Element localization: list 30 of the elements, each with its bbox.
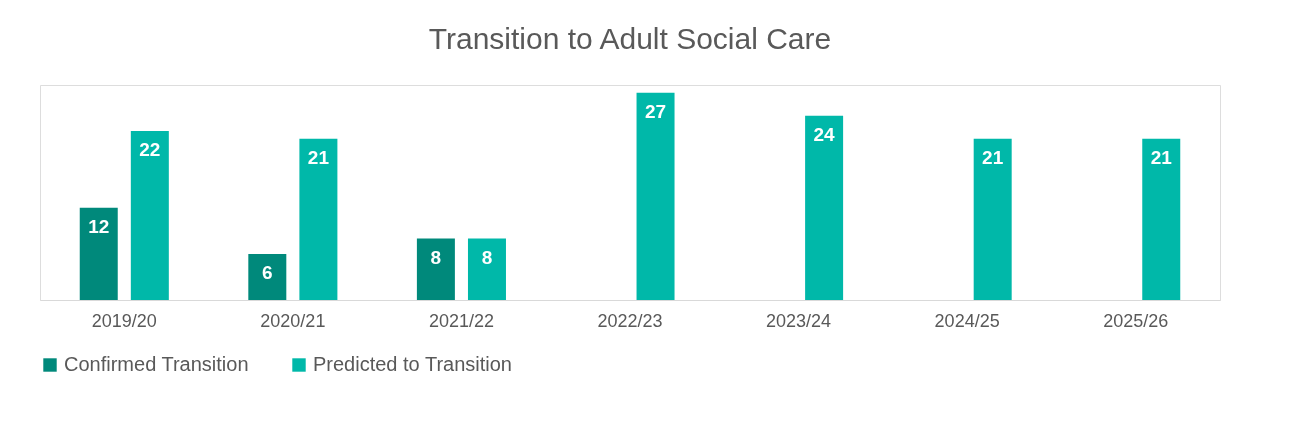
data-label: 6 bbox=[262, 261, 273, 283]
data-label: 8 bbox=[481, 246, 493, 268]
bar bbox=[299, 138, 338, 300]
bar bbox=[1142, 138, 1181, 300]
x-tick-label: 2024/25 bbox=[934, 310, 1000, 331]
bar bbox=[416, 238, 455, 300]
data-label: 12 bbox=[88, 215, 110, 237]
data-label: 8 bbox=[430, 246, 442, 268]
bar bbox=[248, 253, 287, 300]
x-tick-label: 2023/24 bbox=[766, 310, 832, 331]
x-tick-label: 2025/26 bbox=[1103, 310, 1169, 331]
x-tick-label: 2021/22 bbox=[428, 310, 494, 331]
data-label: 24 bbox=[813, 123, 836, 145]
bar bbox=[79, 207, 118, 300]
bar bbox=[130, 131, 169, 300]
x-tick-label: 2022/23 bbox=[597, 310, 663, 331]
bar bbox=[805, 115, 844, 300]
x-tick-label: 2020/21 bbox=[260, 310, 326, 331]
data-label: 27 bbox=[644, 100, 667, 122]
x-tick-label: 2019/20 bbox=[91, 310, 157, 331]
bar bbox=[636, 92, 675, 300]
legend-label: Confirmed Transition bbox=[64, 353, 249, 375]
data-label: 21 bbox=[307, 146, 330, 168]
legend-label: Predicted to Transition bbox=[313, 353, 512, 375]
chart-title: Transition to Adult Social Care bbox=[428, 22, 832, 55]
bar bbox=[467, 238, 506, 300]
data-label: 21 bbox=[982, 146, 1004, 168]
data-label: 21 bbox=[1150, 146, 1173, 168]
data-label: 22 bbox=[139, 139, 161, 161]
bar bbox=[973, 138, 1012, 300]
